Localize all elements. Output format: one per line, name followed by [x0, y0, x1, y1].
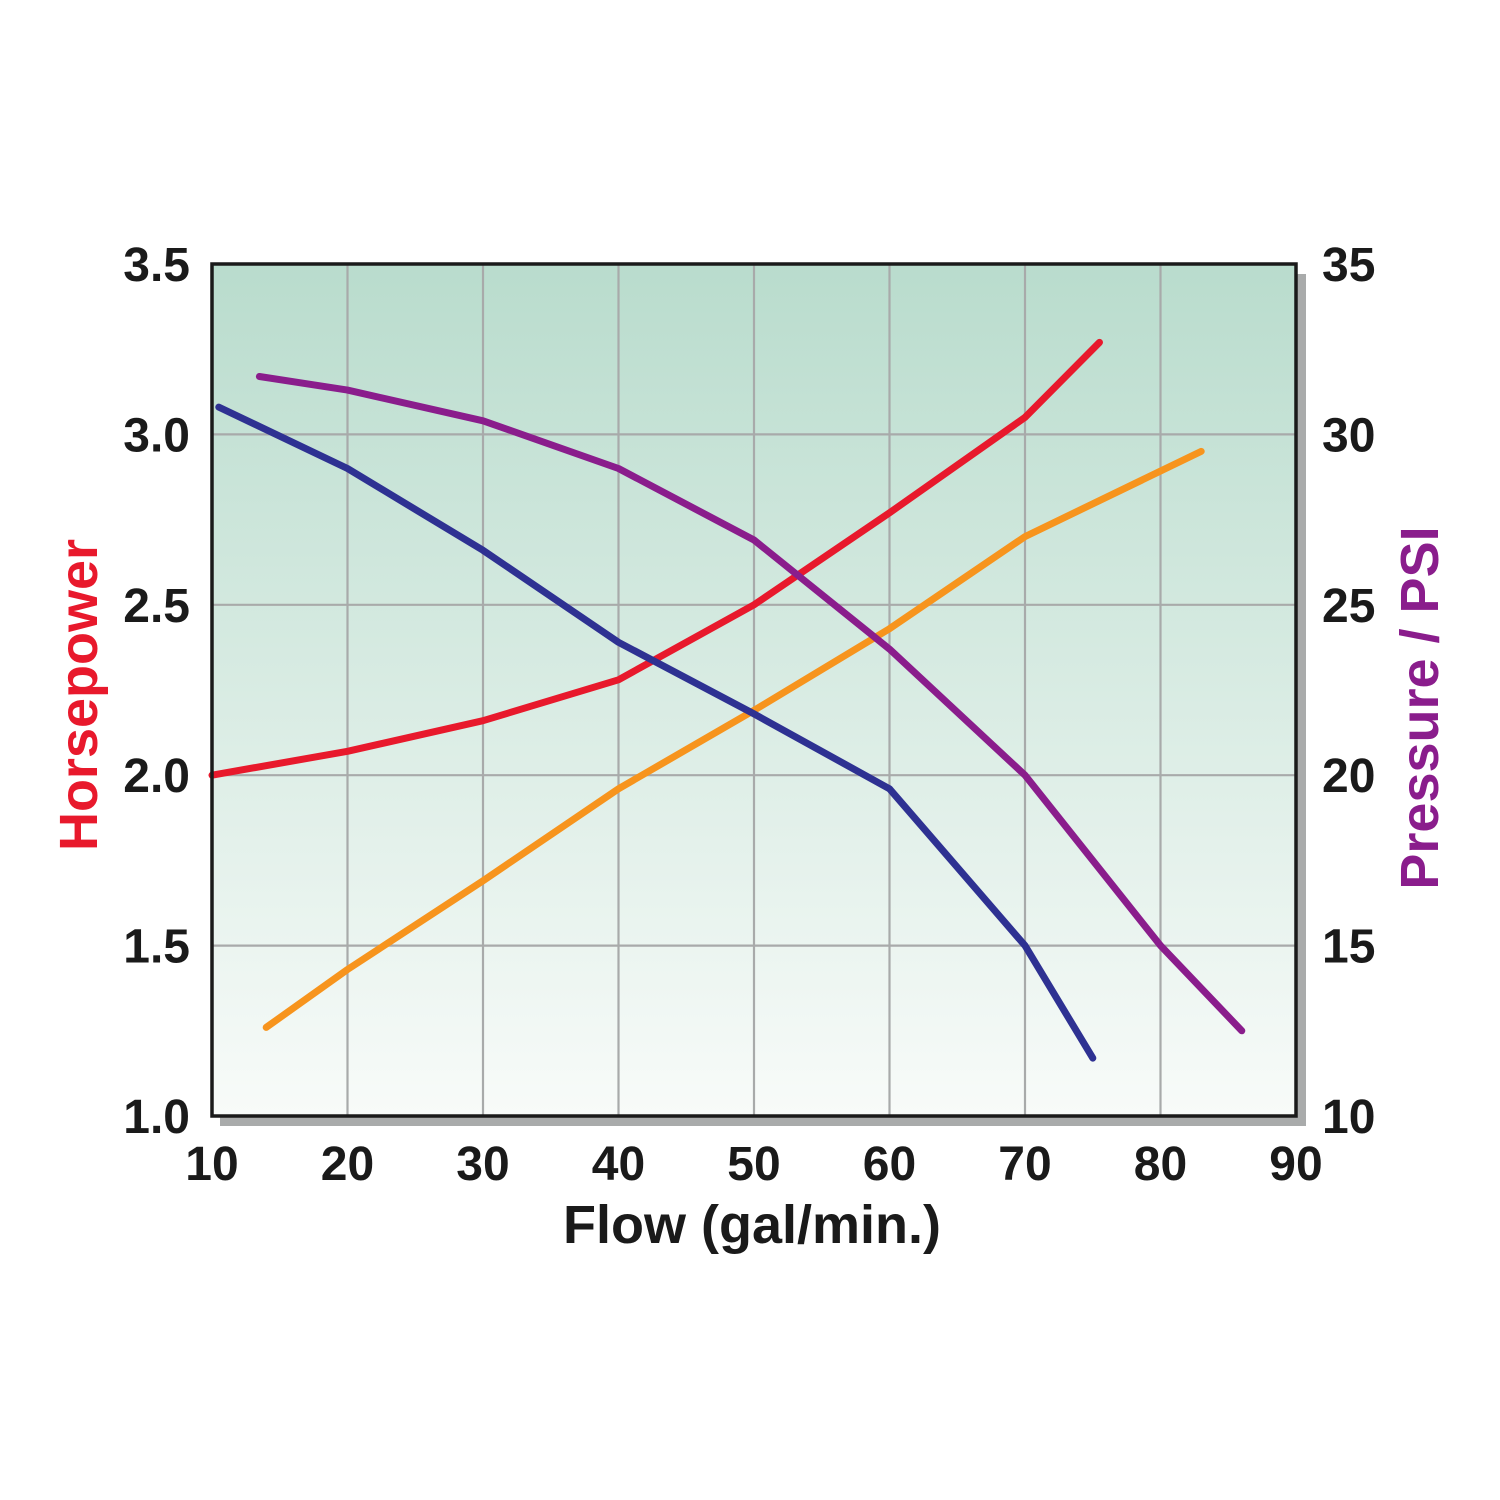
series-lines [208, 338, 1246, 1062]
right-y-tick-label: 15 [1322, 921, 1375, 974]
right-axis-ticks: 10 15 20 25 30 35 [1322, 239, 1375, 1144]
right-y-tick-label: 25 [1322, 580, 1375, 633]
plot-frame [210, 262, 1298, 1118]
x-tick-label: 10 [185, 1138, 238, 1191]
series-line-4 [255, 373, 1246, 1035]
left-y-tick-label: 3.5 [123, 239, 190, 292]
left-y-tick-label: 2.5 [123, 580, 190, 633]
x-tick-label: 70 [998, 1138, 1051, 1191]
x-axis-ticks: 10 20 30 40 50 60 70 80 90 [185, 1138, 1322, 1191]
right-axis-title: Pressure / PSI [1390, 526, 1450, 889]
series-line-3 [215, 403, 1097, 1062]
left-axis-title: Horsepower [49, 539, 109, 851]
right-y-tick-label: 20 [1322, 750, 1375, 803]
x-tick-label: 80 [1134, 1138, 1187, 1191]
x-axis-title: Flow (gal/min.) [563, 1195, 941, 1255]
grid-lines [212, 264, 1296, 1116]
left-y-tick-label: 1.0 [123, 1091, 190, 1144]
series-line-1 [208, 338, 1103, 779]
right-y-tick-label: 35 [1322, 239, 1375, 292]
x-tick-label: 50 [727, 1138, 780, 1191]
series-line-2 [262, 447, 1205, 1031]
x-tick-label: 60 [863, 1138, 916, 1191]
x-tick-label: 30 [456, 1138, 509, 1191]
left-y-tick-label: 3.0 [123, 409, 190, 462]
x-tick-label: 90 [1269, 1138, 1322, 1191]
left-y-tick-label: 1.5 [123, 921, 190, 974]
left-axis-ticks: 1.0 1.5 2.0 2.5 3.0 3.5 [123, 239, 190, 1144]
right-y-tick-label: 30 [1322, 409, 1375, 462]
left-y-tick-label: 2.0 [123, 750, 190, 803]
right-y-tick-label: 10 [1322, 1091, 1375, 1144]
x-tick-label: 40 [592, 1138, 645, 1191]
x-tick-label: 20 [321, 1138, 374, 1191]
